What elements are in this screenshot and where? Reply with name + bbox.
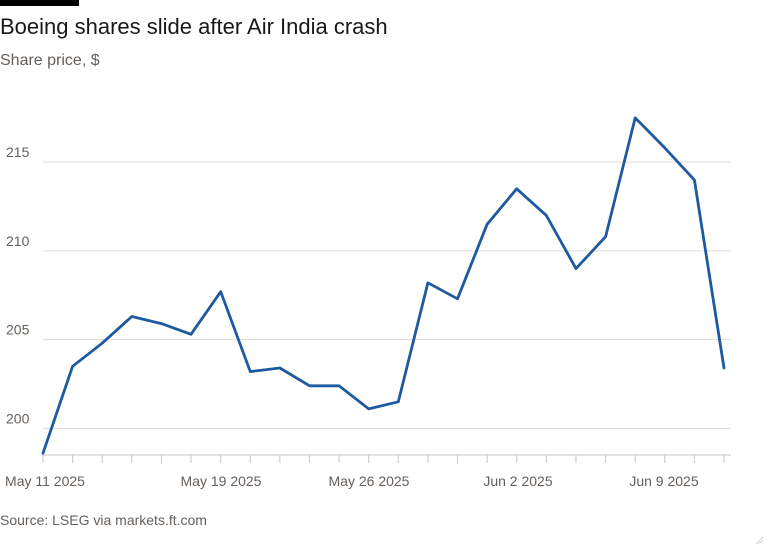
x-tick-label: May 11 2025 (5, 473, 85, 489)
chart-subtitle: Share price, $ (0, 52, 100, 69)
series-layer (41, 116, 726, 455)
y-tick-label: 205 (6, 322, 30, 338)
grid-lines (43, 161, 731, 456)
y-tick-label: 215 (6, 144, 30, 160)
y-tick-label: 200 (6, 410, 30, 426)
chart-title: Boeing shares slide after Air India cras… (0, 14, 388, 39)
y-tick-label: 210 (6, 233, 30, 249)
x-tick-label: May 19 2025 (181, 473, 262, 489)
x-axis-ticks: May 11 2025 May 19 2025 May 26 2025 Jun 2 2… (5, 455, 725, 489)
resize-corner-icon (755, 536, 764, 545)
series-line (41, 116, 726, 455)
x-tick-label: Jun 9 2025 (629, 473, 698, 489)
x-tick-label: Jun 2 2025 (483, 473, 552, 489)
brand-accent-bar (0, 0, 79, 6)
y-axis-ticks: 200 205 210 215 (6, 144, 30, 426)
source-note: Source: LSEG via markets.ft.com (0, 512, 207, 528)
x-tick-label: May 26 2025 (329, 473, 410, 489)
